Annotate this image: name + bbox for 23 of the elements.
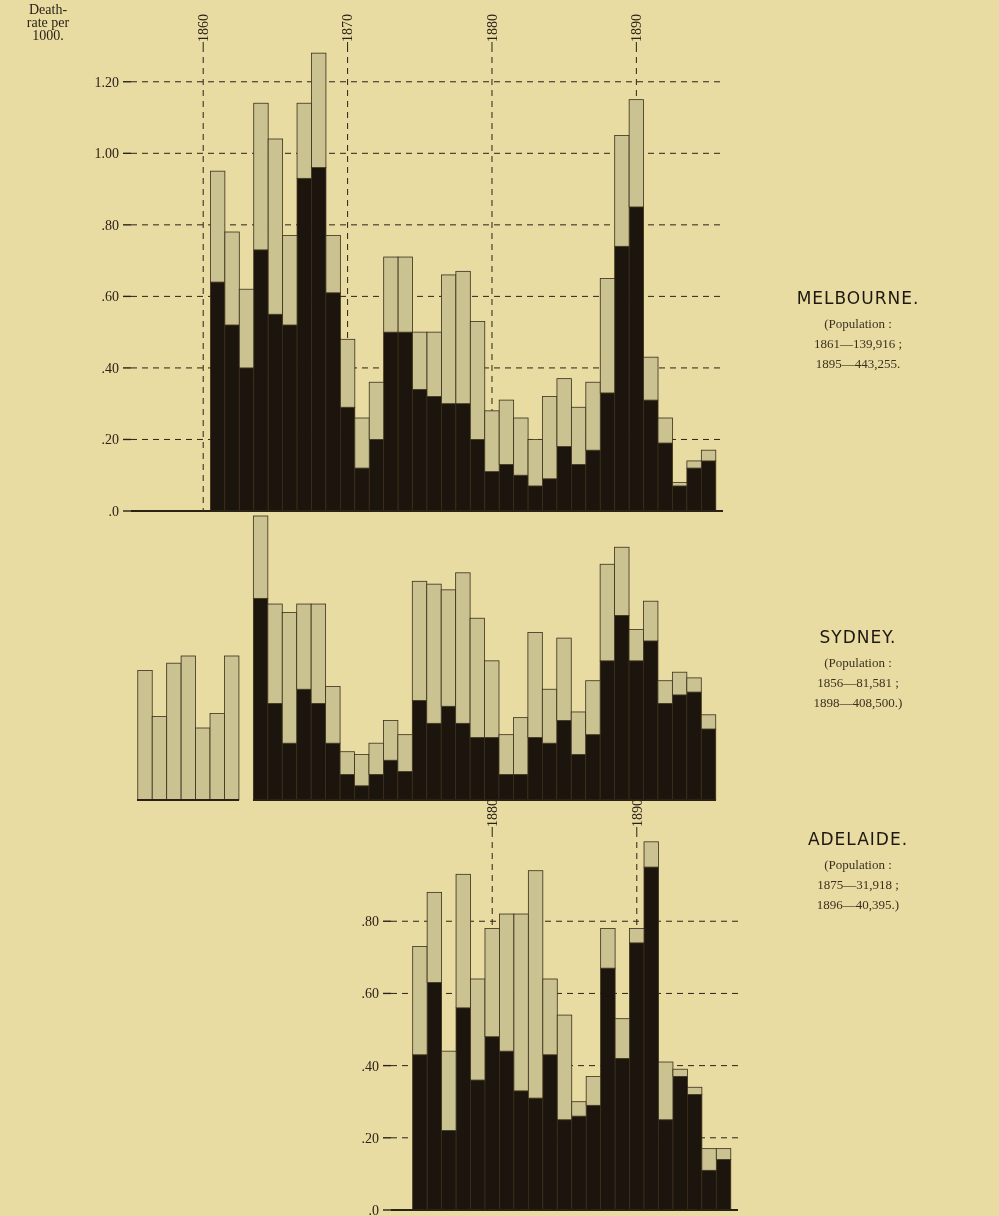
y-tick-label: .0 [368,1202,379,1216]
y-tick-label: .80 [101,217,119,233]
y-tick-label: .0 [108,503,119,519]
text: SYDNEY. [819,627,897,647]
y-tick-label: .40 [361,1058,379,1074]
y-tick-label: .40 [101,360,119,376]
x-tick-label: 1880 [484,14,500,42]
y-tick-label: 1.20 [94,74,119,90]
y-axis-title: Death-rate per 1000. [26,2,70,43]
y-tick-label: 1.00 [94,146,119,162]
x-tick-label: 1860 [196,14,212,42]
text: (Population : 1856—81,581 ; 1898—408,500.) [813,655,903,710]
text: MELBOURNE. [796,288,920,308]
y-tick-label: .80 [361,914,379,930]
y-tick-label: .20 [101,432,119,448]
y-tick-label: .60 [101,289,119,305]
y-tick-label: .60 [361,986,379,1002]
x-tick-label: 1870 [340,14,356,42]
text: (Population : 1861—139,916 ; 1895—443,255. [813,316,903,371]
text: ADELAIDE. [807,829,909,849]
x-tick-label: 1890 [629,14,645,42]
text: (Population : 1875—31,918 ; 1896—40,395.) [816,857,900,912]
y-tick-label: .20 [361,1130,379,1146]
